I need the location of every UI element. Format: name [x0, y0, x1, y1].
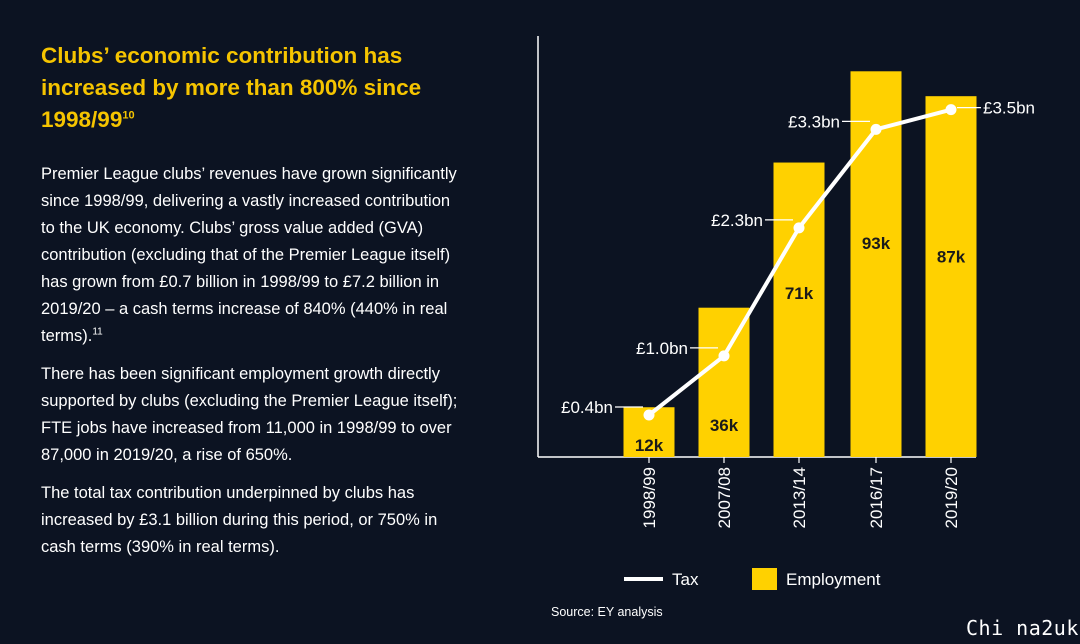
- tax-value-label: £1.0bn: [636, 339, 688, 358]
- watermark: Chi na2uk: [966, 616, 1079, 640]
- body-text: Premier League clubs’ revenues have grow…: [41, 161, 461, 572]
- legend-employment-label: Employment: [786, 570, 881, 589]
- tax-value-label: £3.3bn: [788, 112, 840, 131]
- x-tick-label: 1998/99: [640, 467, 659, 528]
- tax-point: [793, 222, 805, 234]
- paragraph-text: The total tax contribution underpinned b…: [41, 484, 438, 556]
- tax-point: [643, 409, 655, 421]
- paragraph-footnote: 11: [92, 326, 103, 338]
- bar-value-label: 12k: [635, 436, 664, 455]
- x-tick-label: 2013/14: [790, 467, 809, 528]
- tax-point: [870, 123, 882, 135]
- tax-point: [945, 104, 957, 116]
- tax-value-label: £3.5bn: [983, 99, 1035, 118]
- tax-value-label: £0.4bn: [561, 398, 613, 417]
- heading: Clubs’ economic contribution has increas…: [41, 40, 481, 136]
- legend-employment-swatch: [752, 568, 777, 590]
- bar-employment: [698, 307, 750, 457]
- bar-value-label: 71k: [785, 284, 814, 303]
- paragraph-text: There has been significant employment gr…: [41, 365, 458, 464]
- heading-footnote: 10: [122, 109, 135, 122]
- bar-value-label: 87k: [937, 248, 966, 267]
- tax-value-label: £2.3bn: [711, 211, 763, 230]
- tax-point: [718, 350, 730, 362]
- bar-value-label: 36k: [710, 416, 739, 435]
- paragraph-gva: Premier League clubs’ revenues have grow…: [41, 161, 461, 350]
- bar-employment: [925, 96, 977, 457]
- x-tick-label: 2016/17: [867, 467, 886, 528]
- heading-text: Clubs’ economic contribution has increas…: [41, 43, 422, 132]
- source-note: Source: EY analysis: [551, 605, 663, 619]
- paragraph-tax: The total tax contribution underpinned b…: [41, 480, 461, 561]
- paragraph-text: Premier League clubs’ revenues have grow…: [41, 165, 457, 345]
- paragraph-employment: There has been significant employment gr…: [41, 361, 461, 469]
- x-tick-label: 2019/20: [942, 467, 961, 528]
- legend-tax-label: Tax: [672, 570, 699, 589]
- x-tick-label: 2007/08: [715, 467, 734, 528]
- bar-employment: [850, 71, 902, 457]
- bar-value-label: 93k: [862, 234, 891, 253]
- bar-employment: [773, 162, 825, 457]
